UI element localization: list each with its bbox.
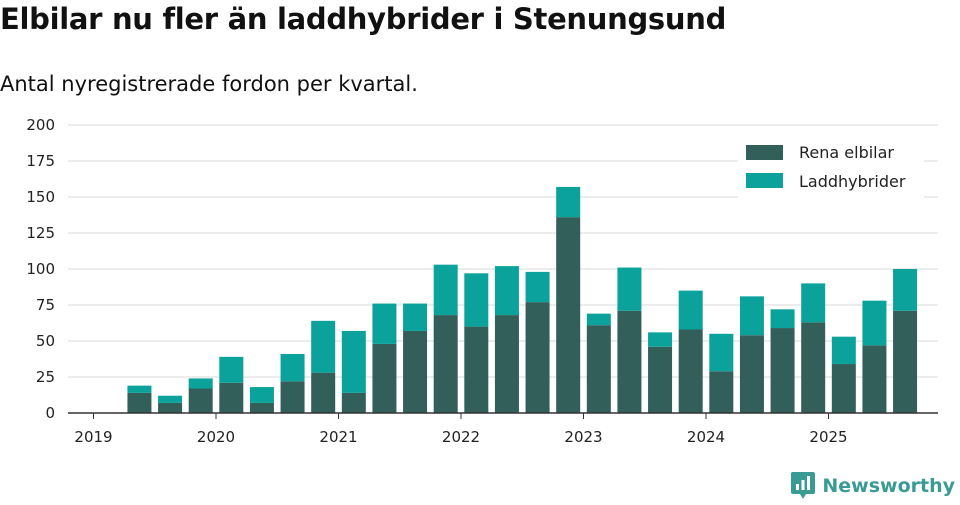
bar-laddhybrider (770, 309, 795, 329)
bar-laddhybrider (556, 186, 581, 218)
bar-rena-elbilar (494, 315, 519, 413)
x-tick-label: 2024 (687, 428, 725, 446)
bar-laddhybrider (709, 333, 734, 372)
bar-rena-elbilar (403, 330, 428, 413)
legend: Rena elbilar Laddhybrider (738, 140, 924, 198)
bar-rena-elbilar (280, 381, 305, 413)
bar-rena-elbilar (188, 388, 213, 413)
bar-rena-elbilar (770, 328, 795, 413)
y-tick-label: 125 (26, 224, 55, 242)
bar-laddhybrider (617, 267, 642, 311)
bar-rena-elbilar (556, 217, 581, 413)
chart-subtitle: Antal nyregistrerade fordon per kvartal. (0, 72, 418, 96)
bar-laddhybrider (280, 353, 305, 382)
legend-swatch-laddhybrider (746, 173, 783, 188)
bar-rena-elbilar (801, 322, 826, 413)
bar-rena-elbilar (586, 325, 611, 413)
bar-laddhybrider (403, 303, 428, 331)
bar-laddhybrider (127, 385, 152, 393)
bar-laddhybrider (525, 271, 550, 303)
bar-laddhybrider (311, 320, 336, 373)
x-tick-label: 2019 (74, 428, 112, 446)
bar-laddhybrider (158, 395, 183, 403)
bar-rena-elbilar (127, 392, 152, 413)
newsworthy-logo-icon (791, 472, 816, 499)
x-tick-label: 2025 (809, 428, 847, 446)
y-tick-label: 150 (26, 188, 55, 206)
brand-logo: Newsworthy (790, 471, 955, 501)
brand-name: Newsworthy (822, 475, 955, 497)
y-tick-label: 75 (36, 296, 55, 314)
y-tick-label: 25 (36, 368, 55, 386)
bar-laddhybrider (341, 330, 366, 393)
bar-rena-elbilar (739, 335, 764, 413)
y-tick-label: 100 (26, 260, 55, 278)
bar-rena-elbilar (648, 346, 673, 413)
bar-rena-elbilar (219, 382, 244, 413)
legend-swatch-rena-elbilar (746, 145, 783, 160)
bar-rena-elbilar (249, 402, 274, 413)
y-tick-label: 200 (26, 116, 55, 134)
bar-laddhybrider (739, 296, 764, 336)
bar-rena-elbilar (158, 402, 183, 413)
legend-label-rena-elbilar: Rena elbilar (799, 143, 894, 162)
bar-laddhybrider (433, 264, 458, 316)
y-tick-label: 50 (36, 332, 55, 350)
bar-laddhybrider (188, 378, 213, 389)
bar-rena-elbilar (372, 343, 397, 413)
bar-rena-elbilar (464, 326, 489, 413)
x-tick-label: 2023 (564, 428, 602, 446)
bar-laddhybrider (862, 300, 887, 346)
bar-laddhybrider (494, 266, 519, 316)
x-tick-label: 2022 (442, 428, 480, 446)
bar-rena-elbilar (831, 364, 856, 413)
bar-laddhybrider (801, 283, 826, 323)
bar-rena-elbilar (311, 372, 336, 413)
bar-laddhybrider (648, 332, 673, 347)
bar-rena-elbilar (525, 302, 550, 413)
bar-laddhybrider (893, 269, 918, 311)
bar-laddhybrider (464, 273, 489, 327)
bar-laddhybrider (586, 313, 611, 326)
y-tick-label: 0 (45, 404, 55, 422)
bar-laddhybrider (219, 356, 244, 383)
bar-rena-elbilar (617, 310, 642, 413)
bar-laddhybrider (678, 290, 703, 330)
x-tick-label: 2020 (197, 428, 235, 446)
bar-rena-elbilar (862, 345, 887, 413)
bar-rena-elbilar (893, 310, 918, 413)
bar-rena-elbilar (709, 371, 734, 413)
chart-title: Elbilar nu fler än laddhybrider i Stenun… (0, 2, 727, 36)
bars (127, 186, 918, 413)
bar-rena-elbilar (433, 315, 458, 413)
bar-rena-elbilar (341, 392, 366, 413)
axes: 0 25 50 75 100 125 150 175 200 2019 2020 2021 2022 20… (26, 116, 938, 446)
bar-laddhybrider (249, 387, 274, 403)
bar-laddhybrider (831, 336, 856, 365)
bar-laddhybrider (372, 303, 397, 344)
bar-rena-elbilar (678, 329, 703, 413)
y-tick-label: 175 (26, 152, 55, 170)
legend-label-laddhybrider: Laddhybrider (799, 172, 906, 191)
x-tick-label: 2021 (319, 428, 357, 446)
